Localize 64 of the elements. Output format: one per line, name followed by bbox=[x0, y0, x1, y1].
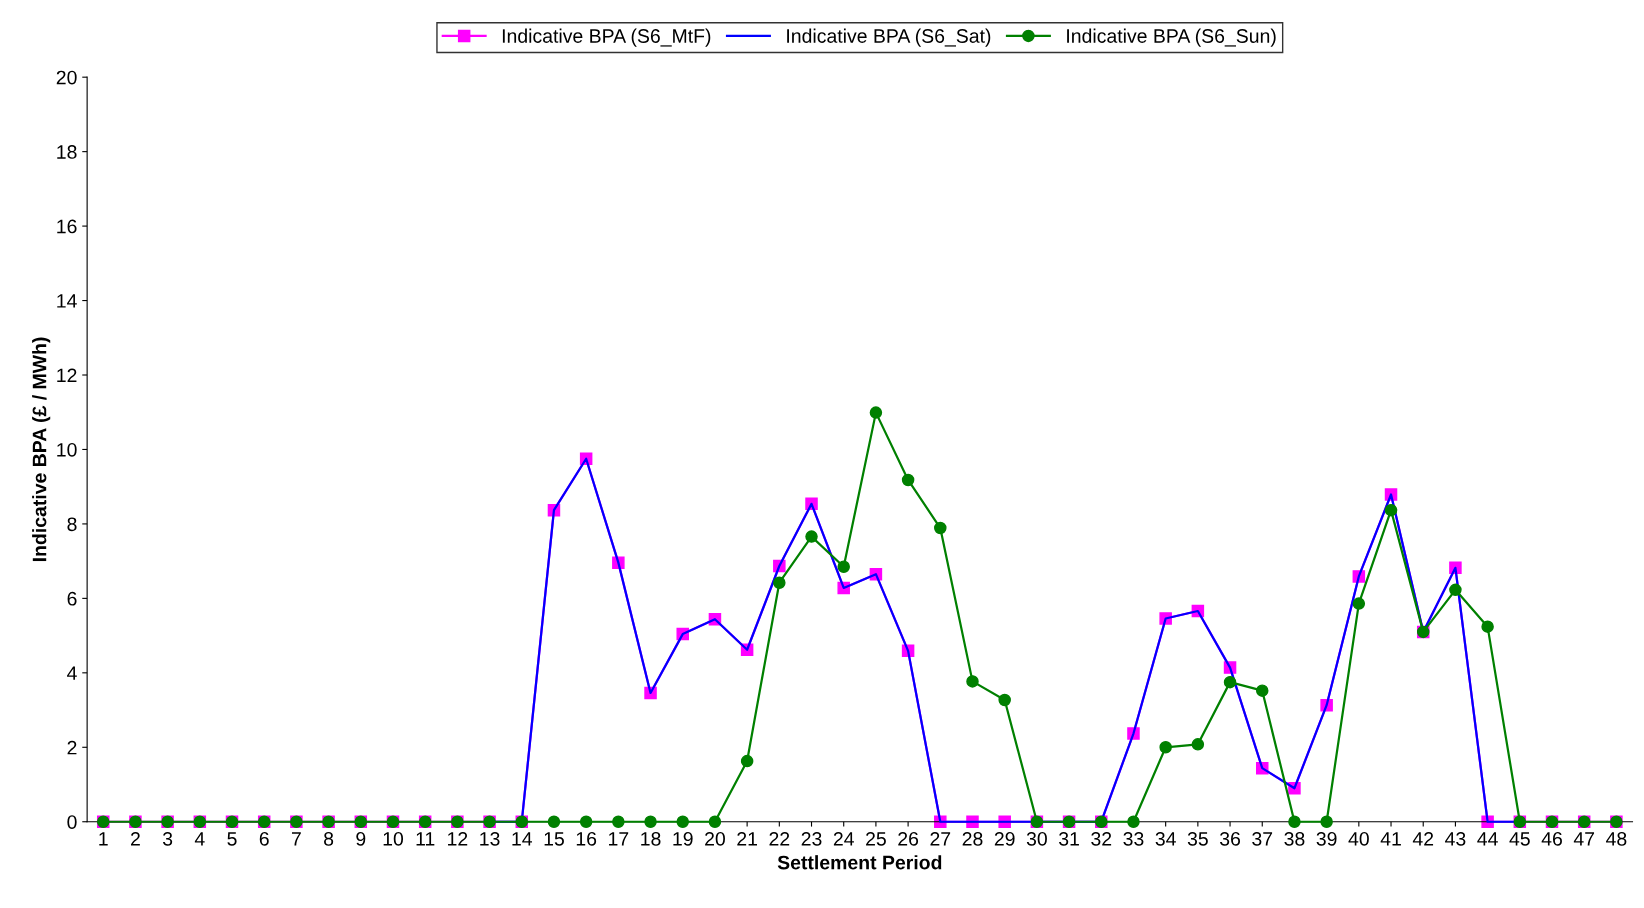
x-tick-label: 29 bbox=[994, 831, 1015, 846]
x-tick-label: 9 bbox=[356, 831, 366, 846]
y-tick-label: 4 bbox=[67, 666, 77, 680]
x-tick-label: 36 bbox=[1219, 831, 1241, 846]
x-tick-label: 27 bbox=[930, 831, 951, 846]
x-axis-title: Settlement Period bbox=[777, 855, 942, 870]
x-tick-label: 26 bbox=[898, 831, 919, 846]
x-tick-label: 24 bbox=[833, 831, 854, 846]
x-tick-label: 22 bbox=[769, 831, 790, 846]
x-tick-label: 3 bbox=[162, 831, 173, 846]
x-tick-label: 38 bbox=[1284, 831, 1305, 846]
x-tick-label: 8 bbox=[324, 831, 334, 846]
x-tick-label: 44 bbox=[1477, 832, 1498, 846]
legend-label: Indicative BPA (S6_MtF) bbox=[502, 28, 711, 47]
x-tick-label: 21 bbox=[737, 831, 757, 846]
y-tick-label: 14 bbox=[57, 294, 77, 308]
x-tick-label: 37 bbox=[1252, 831, 1273, 846]
x-tick-label: 28 bbox=[962, 831, 983, 846]
y-tick-label: 6 bbox=[67, 591, 77, 606]
x-tick-label: 45 bbox=[1509, 832, 1530, 846]
x-tick-label: 32 bbox=[1091, 831, 1112, 846]
x-tick-label: 13 bbox=[480, 831, 500, 846]
y-tick-label: 20 bbox=[56, 70, 77, 85]
x-tick-label: 30 bbox=[1026, 831, 1047, 846]
y-tick-label: 12 bbox=[57, 368, 77, 383]
x-tick-label: 34 bbox=[1155, 831, 1176, 846]
x-tick-label: 33 bbox=[1123, 831, 1144, 846]
x-tick-label: 7 bbox=[291, 832, 301, 846]
legend-label: Indicative BPA (S6_Sat) bbox=[787, 28, 991, 47]
x-tick-label: 12 bbox=[448, 831, 468, 846]
x-tick-label: 10 bbox=[383, 831, 404, 846]
x-tick-label: 15 bbox=[544, 832, 564, 846]
x-tick-label: 20 bbox=[705, 831, 725, 846]
x-tick-label: 1 bbox=[99, 832, 108, 846]
x-tick-label: 11 bbox=[416, 832, 435, 846]
x-tick-label: 14 bbox=[512, 832, 533, 846]
x-tick-label: 43 bbox=[1445, 831, 1466, 846]
legend-label: Indicative BPA (S6_Sun) bbox=[1067, 28, 1276, 47]
x-tick-label: 48 bbox=[1606, 831, 1627, 846]
x-tick-label: 18 bbox=[641, 831, 661, 846]
x-tick-label: 23 bbox=[801, 831, 822, 846]
x-tick-label: 39 bbox=[1316, 831, 1337, 846]
y-axis-title: Indicative BPA (£ / MWh) bbox=[32, 337, 51, 562]
x-tick-label: 19 bbox=[673, 831, 693, 846]
y-tick-label: 2 bbox=[67, 740, 77, 755]
x-tick-label: 47 bbox=[1573, 832, 1595, 846]
x-tick-label: 35 bbox=[1187, 831, 1208, 846]
x-tick-label: 16 bbox=[576, 831, 597, 846]
x-tick-label: 40 bbox=[1348, 831, 1369, 846]
x-tick-label: 2 bbox=[131, 831, 140, 846]
y-tick-label: 16 bbox=[57, 219, 77, 234]
x-tick-label: 42 bbox=[1412, 831, 1434, 846]
x-tick-label: 46 bbox=[1541, 831, 1562, 846]
x-tick-label: 4 bbox=[194, 832, 205, 846]
x-tick-label: 5 bbox=[227, 832, 237, 846]
y-tick-label: 10 bbox=[57, 442, 77, 457]
x-tick-label: 31 bbox=[1059, 831, 1079, 846]
x-tick-label: 41 bbox=[1380, 832, 1401, 846]
x-tick-label: 25 bbox=[866, 831, 886, 846]
y-tick-label: 0 bbox=[67, 815, 77, 829]
y-tick-label: 18 bbox=[57, 145, 77, 159]
y-tick-label: 8 bbox=[67, 517, 77, 532]
x-tick-label: 17 bbox=[609, 832, 629, 846]
x-tick-label: 6 bbox=[259, 831, 269, 846]
